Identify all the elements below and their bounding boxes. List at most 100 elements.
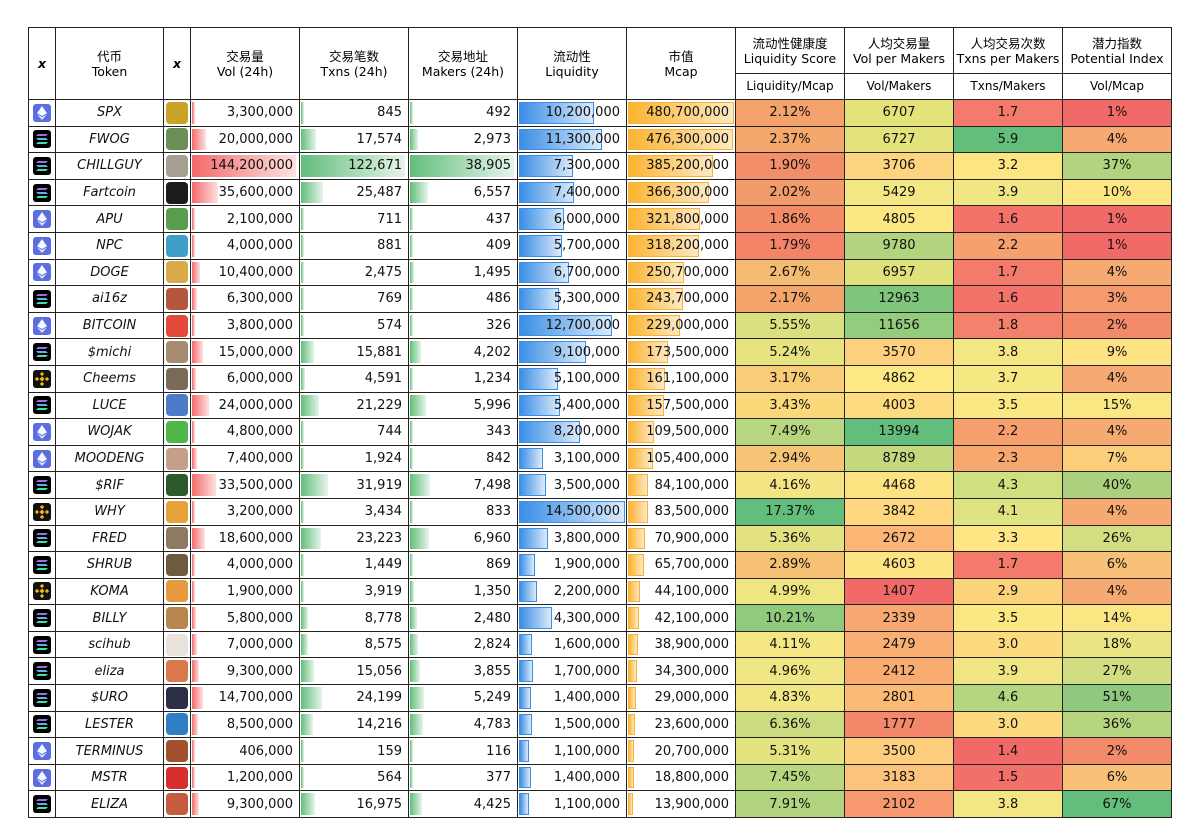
vol-value: 8,500,000 xyxy=(226,716,293,732)
mcap-value: 318,200,000 xyxy=(646,238,729,254)
token-name: ai16z xyxy=(55,285,164,313)
header-liquidity-score: 流动性健康度 Liquidity Score xyxy=(735,27,845,74)
txns-bar xyxy=(301,155,405,177)
liq-bar xyxy=(519,208,564,230)
vpm-cell: 2102 xyxy=(844,790,954,819)
liq-bar xyxy=(519,713,532,736)
mcap-bar xyxy=(628,447,653,470)
txns-bar xyxy=(301,607,308,629)
vol-bar xyxy=(192,447,197,470)
liq-value: 3,800,000 xyxy=(553,530,620,546)
token-logo-icon xyxy=(166,394,188,417)
mcap-bar xyxy=(628,394,664,417)
makers-cell: 1,495 xyxy=(408,258,518,287)
vol-cell: 8,500,000 xyxy=(190,710,300,739)
solana-icon xyxy=(33,289,51,308)
chain-cell xyxy=(28,231,56,260)
mcap-cell: 83,500,000 xyxy=(626,497,736,526)
vol-cell: 14,700,000 xyxy=(190,684,300,712)
ethereum-icon xyxy=(33,768,51,787)
txns-value: 16,975 xyxy=(356,796,403,812)
mcap-bar xyxy=(628,500,648,523)
makers-cell: 4,202 xyxy=(408,338,518,366)
txns-value: 2,475 xyxy=(364,264,402,280)
mcap-cell: 13,900,000 xyxy=(626,790,736,819)
makers-value: 833 xyxy=(486,504,511,520)
chain-cell xyxy=(28,551,56,579)
token-logo-cell xyxy=(163,684,191,712)
makers-cell: 1,234 xyxy=(408,364,518,393)
mcap-cell: 34,300,000 xyxy=(626,657,736,686)
makers-bar xyxy=(410,208,413,230)
vol-bar xyxy=(192,394,209,417)
score-cell: 2.12% xyxy=(735,99,845,127)
mcap-cell: 20,700,000 xyxy=(626,737,736,765)
mcap-bar xyxy=(628,766,634,789)
makers-cell: 5,249 xyxy=(408,684,518,712)
chain-cell xyxy=(28,684,56,712)
mcap-value: 34,300,000 xyxy=(654,663,729,679)
vol-value: 33,500,000 xyxy=(218,477,293,493)
mcap-bar xyxy=(628,660,637,683)
pot-cell: 2% xyxy=(1062,737,1172,765)
tpm-cell: 3.0 xyxy=(953,630,1063,659)
vol-value: 406,000 xyxy=(239,743,293,759)
token-name: LUCE xyxy=(55,391,164,420)
vol-bar xyxy=(192,314,195,337)
mcap-value: 18,800,000 xyxy=(654,770,729,786)
table-row: FRED 18,600,000 23,223 6,960 3,800,000 70,900… xyxy=(28,524,1172,553)
makers-bar xyxy=(410,394,426,417)
token-logo-icon xyxy=(166,367,188,390)
mcap-value: 157,500,000 xyxy=(646,397,729,413)
vpm-cell: 8789 xyxy=(844,444,954,473)
tpm-cell: 1.6 xyxy=(953,285,1063,313)
solana-icon xyxy=(33,609,51,628)
pot-cell: 51% xyxy=(1062,684,1172,712)
token-name: NPC xyxy=(55,231,164,260)
mcap-value: 173,500,000 xyxy=(646,344,729,360)
ethereum-icon xyxy=(33,316,51,335)
txns-bar xyxy=(301,713,313,736)
vol-value: 3,200,000 xyxy=(226,504,293,520)
tpm-cell: 2.2 xyxy=(953,231,1063,260)
pot-cell: 6% xyxy=(1062,763,1172,792)
table-row: SHRUB 4,000,000 1,449 869 1,900,000 65,700,00… xyxy=(28,551,1172,579)
chain-cell xyxy=(28,737,56,765)
solana-icon xyxy=(33,476,51,495)
vol-value: 3,800,000 xyxy=(226,318,293,334)
mcap-value: 480,700,000 xyxy=(646,105,729,121)
makers-bar xyxy=(410,687,424,709)
token-name: $michi xyxy=(55,338,164,366)
makers-cell: 38,905 xyxy=(408,152,518,180)
makers-value: 5,996 xyxy=(473,397,511,413)
table-row: LESTER 8,500,000 14,216 4,783 1,500,000 23,60… xyxy=(28,710,1172,739)
token-name: Cheems xyxy=(55,364,164,393)
table-row: FWOG 20,000,000 17,574 2,973 11,300,000 476,3… xyxy=(28,125,1172,154)
vol-bar xyxy=(192,234,195,257)
ethereum-icon xyxy=(33,449,51,468)
pot-cell: 6% xyxy=(1062,551,1172,579)
liq-cell: 1,500,000 xyxy=(517,710,627,739)
table-row: BILLY 5,800,000 8,778 2,480 4,300,000 42,100,… xyxy=(28,604,1172,632)
token-name: eliza xyxy=(55,657,164,686)
tpm-cell: 1.8 xyxy=(953,311,1063,340)
vol-cell: 1,900,000 xyxy=(190,577,300,606)
liq-value: 10,200,000 xyxy=(545,105,620,121)
score-cell: 2.67% xyxy=(735,258,845,287)
vpm-cell: 3500 xyxy=(844,737,954,765)
mcap-bar xyxy=(628,421,654,443)
liq-cell: 1,100,000 xyxy=(517,737,627,765)
vpm-cell: 3842 xyxy=(844,497,954,526)
solana-icon xyxy=(33,688,51,707)
mcap-value: 250,700,000 xyxy=(646,264,729,280)
mcap-cell: 243,700,000 xyxy=(626,285,736,313)
makers-cell: 5,996 xyxy=(408,391,518,420)
vpm-cell: 1407 xyxy=(844,577,954,606)
mcap-cell: 18,800,000 xyxy=(626,763,736,792)
token-logo-icon xyxy=(166,101,188,124)
txns-value: 25,487 xyxy=(356,185,403,201)
makers-bar xyxy=(410,554,413,576)
makers-cell: 869 xyxy=(408,551,518,579)
score-cell: 7.91% xyxy=(735,790,845,819)
vol-cell: 6,000,000 xyxy=(190,364,300,393)
